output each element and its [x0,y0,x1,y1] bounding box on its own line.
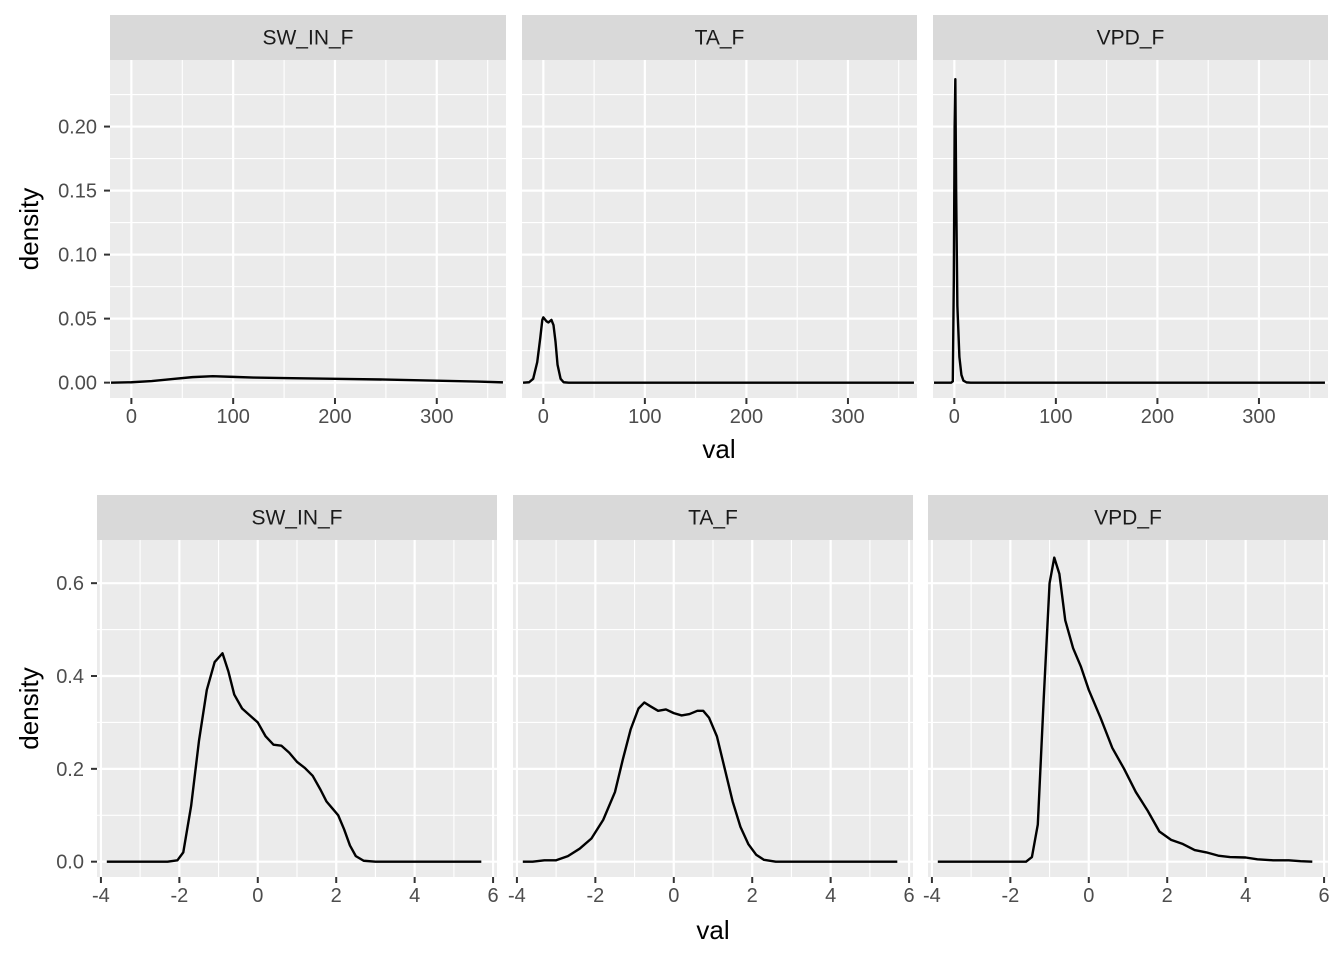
facet-strip [97,495,497,540]
y-axis-title: density [14,188,44,270]
x-tick-label: -4 [923,885,941,907]
y-tick-label: 0.2 [56,759,84,781]
x-tick-label: 100 [628,406,661,428]
density-line-ta-f [522,701,898,863]
x-tick-label: -4 [508,885,526,907]
y-tick-label: 0.20 [58,117,97,139]
facet-strip [933,15,1328,60]
y-tick-label: 0.4 [56,666,84,688]
x-tick-label: 200 [730,406,763,428]
facet-strip-label: VPD_F [1094,507,1162,530]
x-axis-title: val [702,434,735,464]
facet-panel-sw-in-f: SW_IN_F -4 -2 0 2 4 6 0.0 0.2 0.4 0.6 [56,495,499,907]
facet-panel-ta-f: TA_F -4 -2 0 2 4 6 [508,495,915,907]
x-axis-title: val [696,915,729,945]
x-tick-label: 0 [252,885,263,907]
facet-panel-sw-in-f: SW_IN_F 0 100 200 300 0.00 0.05 0.10 0.15 0.20 [58,15,506,428]
x-tick-label: 300 [831,406,864,428]
density-line-sw-in-f [106,652,482,863]
facet-strip [928,495,1328,540]
x-tick-label: 4 [409,885,420,907]
x-tick-label: 0 [668,885,679,907]
x-tick-label: 6 [904,885,915,907]
facet-strip-label: TA_F [688,507,738,530]
x-tick-label: 0 [538,406,549,428]
x-tick-label: 6 [488,885,499,907]
x-tick-label: 100 [216,406,249,428]
x-tick-label: 4 [825,885,836,907]
facet-strip-label: SW_IN_F [251,507,342,530]
y-tick-label: 0.15 [58,181,97,203]
facet-panel-ta-f: TA_F 0 100 200 300 [522,15,917,428]
facet-strip-label: VPD_F [1097,27,1165,50]
x-tick-label: 0 [126,406,137,428]
x-tick-label: -2 [1001,885,1019,907]
density-line-vpd-f [934,78,1325,384]
facet-strip-label: TA_F [695,27,745,50]
x-tick-label: 300 [1242,406,1275,428]
x-tick-label: 0 [1083,885,1094,907]
x-tick-label: 6 [1319,885,1330,907]
y-tick-label: 0.0 [56,852,84,874]
chart-row-2: SW_IN_F-4 -2 0 2 4 60.00.20.40.6TA_F-4 -2 0 2 4 6V… [14,495,1330,945]
density-line-vpd-f [937,556,1313,863]
x-tick-label: -2 [170,885,188,907]
x-tick-label: 2 [747,885,758,907]
x-tick-label: 200 [1141,406,1174,428]
x-tick-label: 2 [331,885,342,907]
facet-strip [522,15,917,60]
x-tick-label: 200 [318,406,351,428]
facet-strip-label: SW_IN_F [262,27,353,50]
x-tick-label: 300 [420,406,453,428]
y-tick-label: 0.10 [58,245,97,267]
density-line-sw-in-f [110,375,503,384]
x-tick-label: 0 [949,406,960,428]
facet-strip [110,15,506,60]
x-tick-label: -2 [586,885,604,907]
facet-panel-vpd-f: VPD_F 0 100 200 300 [933,15,1328,428]
panel-background [522,60,917,398]
panel-background [933,60,1328,398]
x-tick-label: 2 [1162,885,1173,907]
x-tick-label: 4 [1240,885,1251,907]
y-tick-label: 0.05 [58,309,97,331]
density-line-ta-f [522,316,914,384]
facet-strip [513,495,913,540]
chart-row-1: SW_IN_F 0 100 200 300 0.00 0.05 0.10 0.15 0.20 TA_… [14,15,1328,464]
panel-background [110,60,506,398]
x-tick-label: -4 [92,885,110,907]
facet-panel-vpd-f: VPD_F -4 -2 0 2 4 6 [923,495,1330,907]
x-tick-label: 100 [1039,406,1072,428]
y-tick-label: 0.6 [56,573,84,595]
y-tick-label: 0.00 [58,373,97,395]
y-axis-title: density [14,667,44,749]
